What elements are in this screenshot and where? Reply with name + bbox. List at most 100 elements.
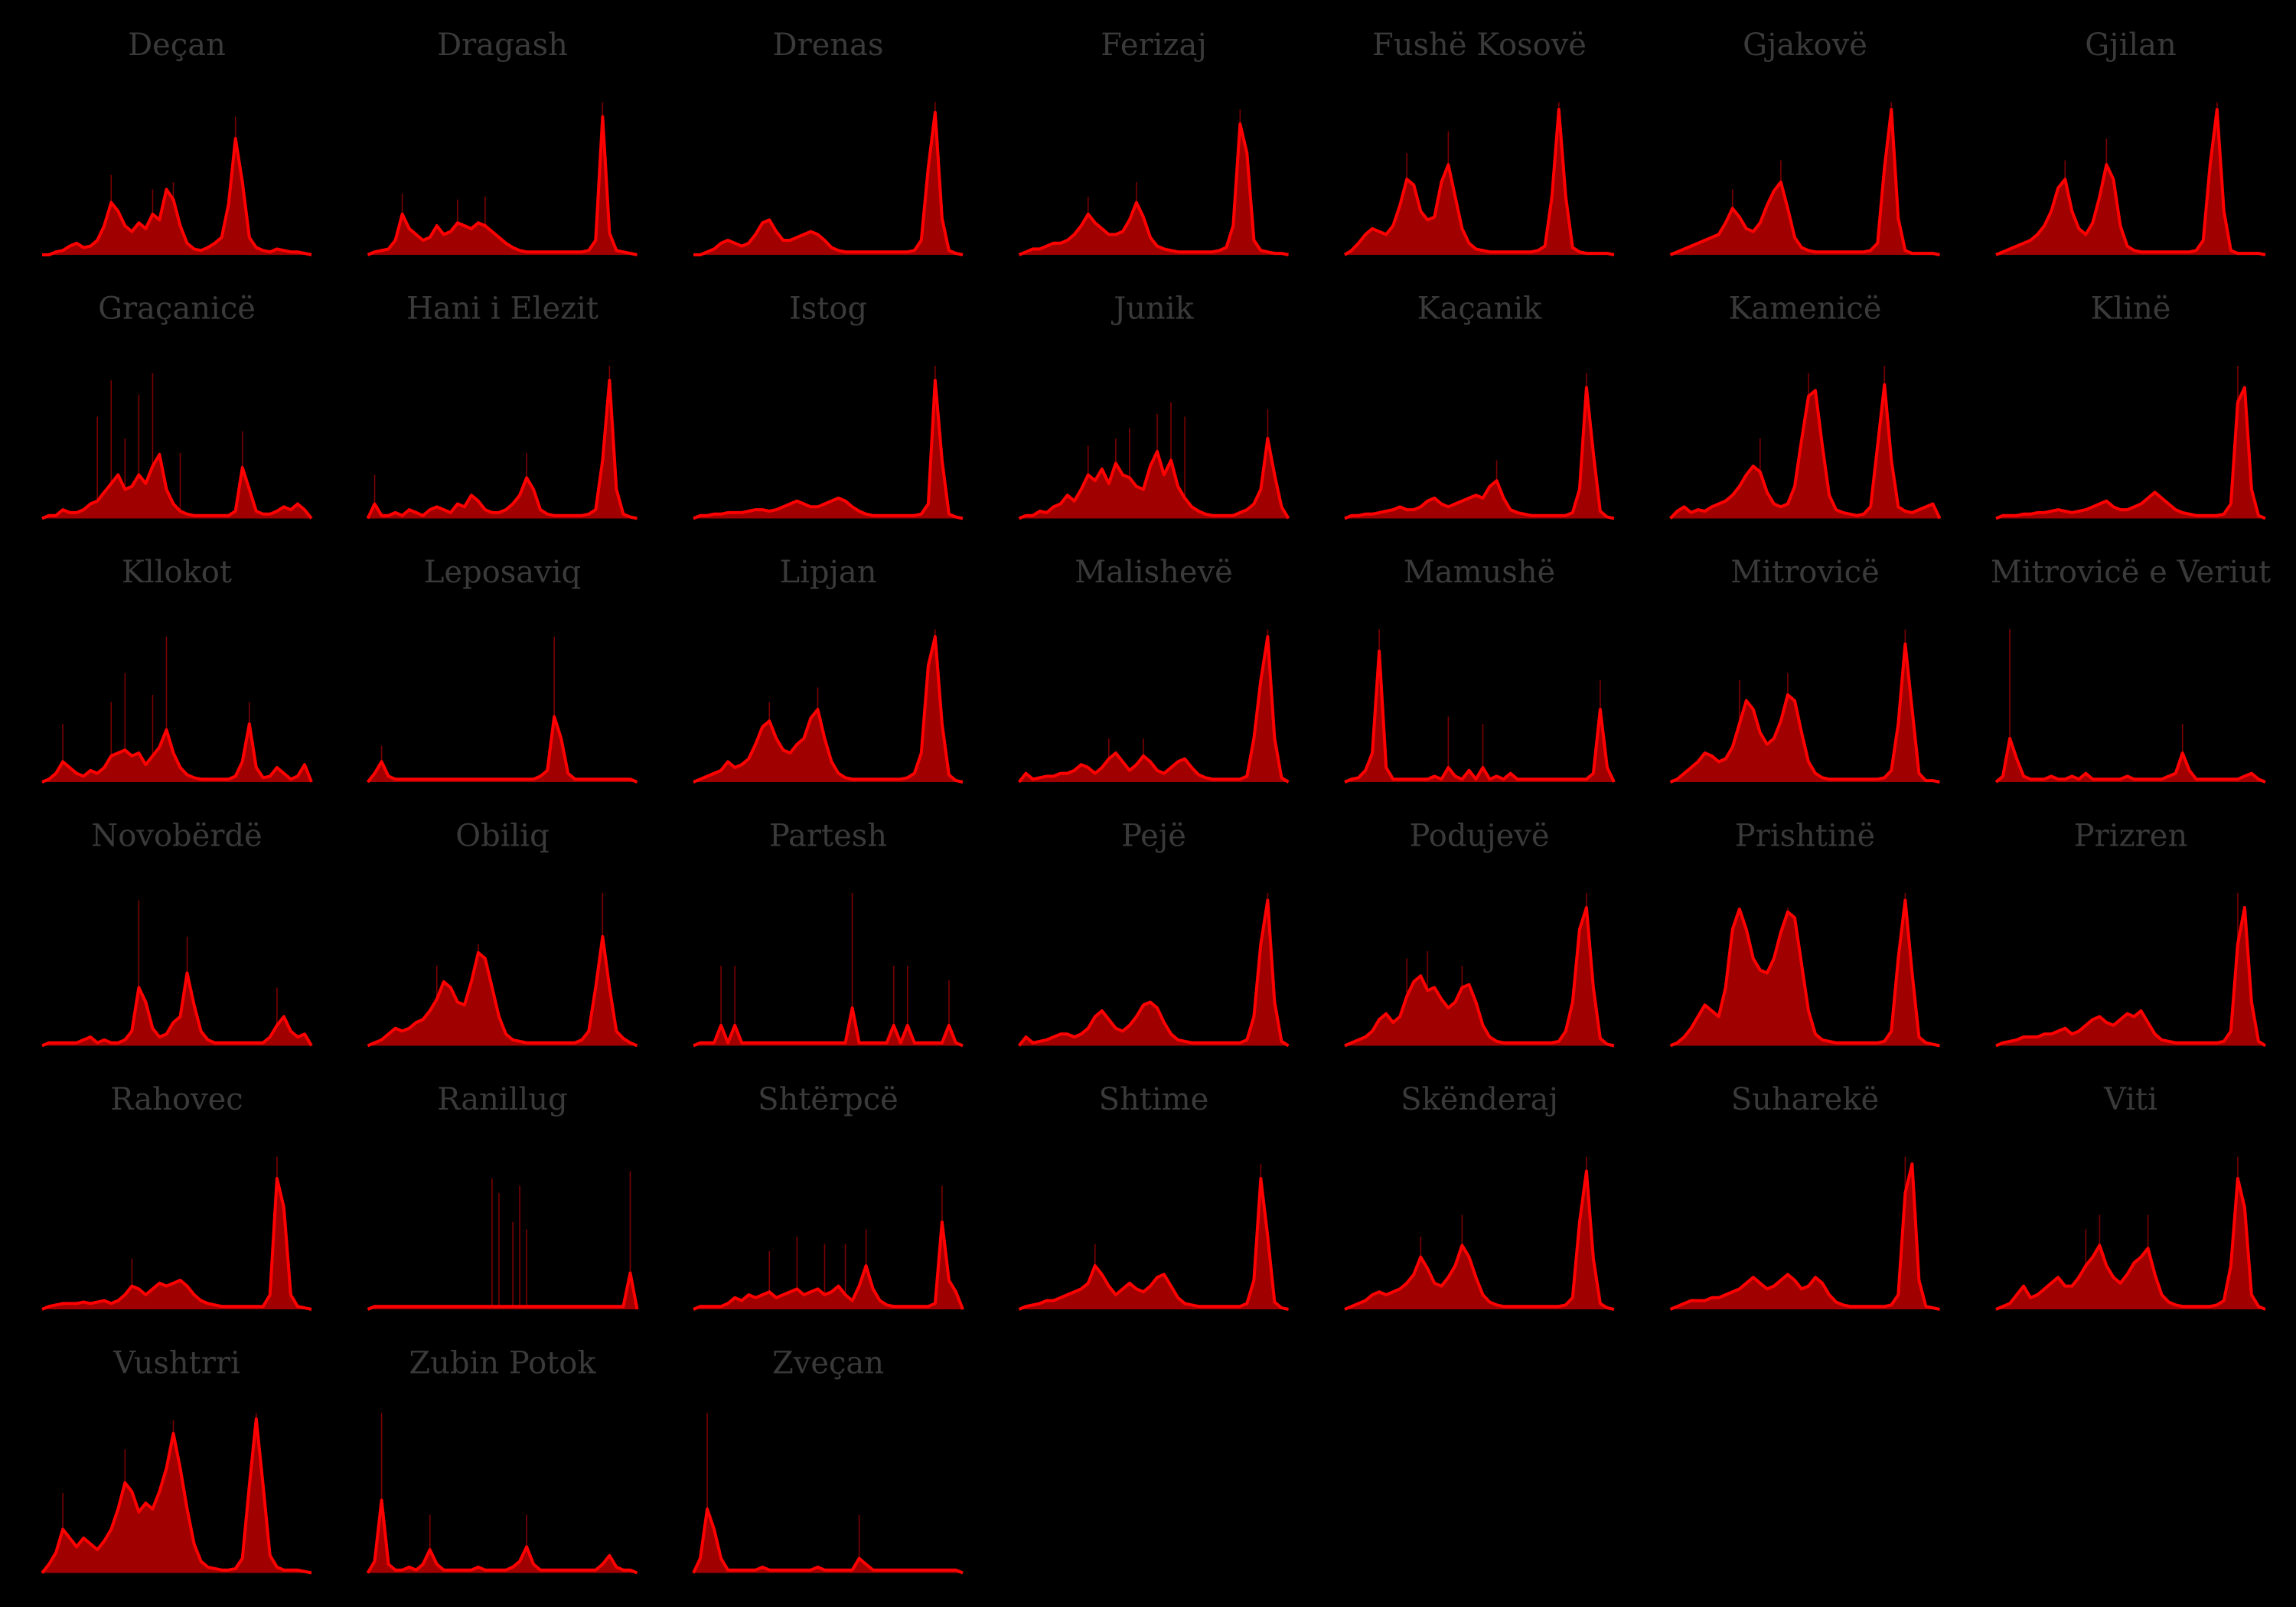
series-line xyxy=(1344,650,1616,784)
series-line xyxy=(1344,386,1615,520)
series-area xyxy=(1670,384,1940,519)
series-area xyxy=(42,1419,311,1573)
series-line xyxy=(1017,635,1290,784)
series-area xyxy=(1345,908,1614,1046)
series-area xyxy=(1345,109,1614,255)
panel-title: Malishevë xyxy=(1075,555,1233,590)
panel: Malishevë xyxy=(1017,555,1290,784)
series-area xyxy=(1019,438,1289,519)
series-line xyxy=(1669,108,1940,256)
series-area xyxy=(1019,124,1289,255)
panel-title: Skënderaj xyxy=(1401,1082,1558,1117)
series-area xyxy=(1345,387,1614,519)
panel-title: Suharekë xyxy=(1731,1082,1879,1117)
series-area xyxy=(1996,387,2265,519)
series-line xyxy=(1669,1162,1940,1311)
panel-title: Mitrovicë e Veriut xyxy=(1991,555,2271,590)
series-area xyxy=(42,724,311,782)
panel-title: Podujevë xyxy=(1409,819,1549,854)
series-line xyxy=(1669,383,1942,520)
panel-title: Mitrovicë xyxy=(1730,555,1880,590)
panel: Shtime xyxy=(1018,1082,1289,1311)
panel: Gjakovë xyxy=(1669,28,1940,256)
series-area xyxy=(367,1500,638,1573)
series-line xyxy=(1995,386,2266,520)
panel: Hani i Elezit xyxy=(366,292,638,520)
series-area xyxy=(1345,651,1614,782)
series-area xyxy=(1996,1178,2265,1309)
panel-title: Dragash xyxy=(437,28,568,63)
panel-title: Drenas xyxy=(773,28,884,63)
panel-title: Junik xyxy=(1110,292,1194,327)
series-area xyxy=(1996,109,2265,255)
series-area xyxy=(1996,738,2265,782)
panel: Vushtrri xyxy=(41,1346,312,1575)
panel-title: Gjakovë xyxy=(1743,28,1867,63)
panel: Prishtinë xyxy=(1669,819,1940,1048)
series-area xyxy=(1996,908,2265,1046)
panel: Mamushë xyxy=(1344,555,1616,784)
panel: Fushë Kosovë xyxy=(1343,28,1615,256)
series-line xyxy=(367,935,638,1048)
panel-title: Kllokot xyxy=(122,555,232,590)
panel-title: Hani i Elezit xyxy=(406,292,598,327)
panel-title: Viti xyxy=(2103,1082,2157,1117)
series-line xyxy=(1995,1177,2266,1311)
panel: Graçanicë xyxy=(41,292,313,520)
panel: Drenas xyxy=(693,28,964,256)
series-area xyxy=(693,1222,963,1309)
panel-title: Obiliq xyxy=(455,819,549,854)
series-area xyxy=(1019,1178,1289,1309)
panel: Istog xyxy=(693,292,964,520)
series-line xyxy=(1344,1169,1615,1311)
series-line xyxy=(693,635,964,784)
panel: Rahovec xyxy=(41,1082,312,1311)
series-line xyxy=(1994,737,2266,784)
series-area xyxy=(42,973,311,1046)
panel-title: Zveçan xyxy=(772,1346,884,1381)
series-line xyxy=(1018,1177,1289,1311)
series-line xyxy=(366,715,638,784)
panel-title: Gjilan xyxy=(2085,28,2177,63)
panel: Lipjan xyxy=(693,555,964,784)
panel-title: Klinë xyxy=(2091,292,2171,327)
panel: Podujevë xyxy=(1344,819,1615,1048)
series-line xyxy=(367,115,638,256)
series-line xyxy=(1344,906,1615,1048)
panel-title: Kamenicë xyxy=(1729,292,1882,327)
series-area xyxy=(367,716,638,782)
panel-title: Deçan xyxy=(128,28,226,63)
series-line xyxy=(1343,108,1615,256)
series-line xyxy=(41,452,313,520)
panel: Ranillug xyxy=(367,1082,639,1311)
series-area xyxy=(367,1273,638,1309)
series-line xyxy=(367,1271,639,1311)
panel-title: Vushtrri xyxy=(113,1346,240,1381)
series-line xyxy=(41,971,313,1048)
panel-title: Pejë xyxy=(1121,819,1186,854)
series-area xyxy=(1670,109,1940,255)
panel-title: Leposaviq xyxy=(424,555,581,590)
panel-title: Graçanicë xyxy=(98,292,256,327)
series-line xyxy=(693,379,964,520)
panel-title: Mamushë xyxy=(1404,555,1555,590)
series-line xyxy=(1017,898,1290,1048)
panel-title: Novobërdë xyxy=(91,819,262,854)
series-area xyxy=(1019,637,1289,782)
panel: Pejë xyxy=(1017,819,1290,1048)
series-line xyxy=(42,137,312,256)
series-area xyxy=(1019,900,1289,1046)
series-line xyxy=(692,1507,964,1575)
panel-title: Lipjan xyxy=(780,555,877,590)
panel: Klinë xyxy=(1995,292,2266,520)
panel: Kaçanik xyxy=(1344,292,1615,520)
series-line xyxy=(1669,898,1940,1048)
series-line xyxy=(41,1177,312,1311)
panel: Shtërpcë xyxy=(693,1082,964,1311)
panel-title: Ranillug xyxy=(437,1082,567,1117)
panel: Deçan xyxy=(42,28,312,256)
panel: Suharekë xyxy=(1669,1082,1940,1311)
series-line xyxy=(366,379,638,520)
